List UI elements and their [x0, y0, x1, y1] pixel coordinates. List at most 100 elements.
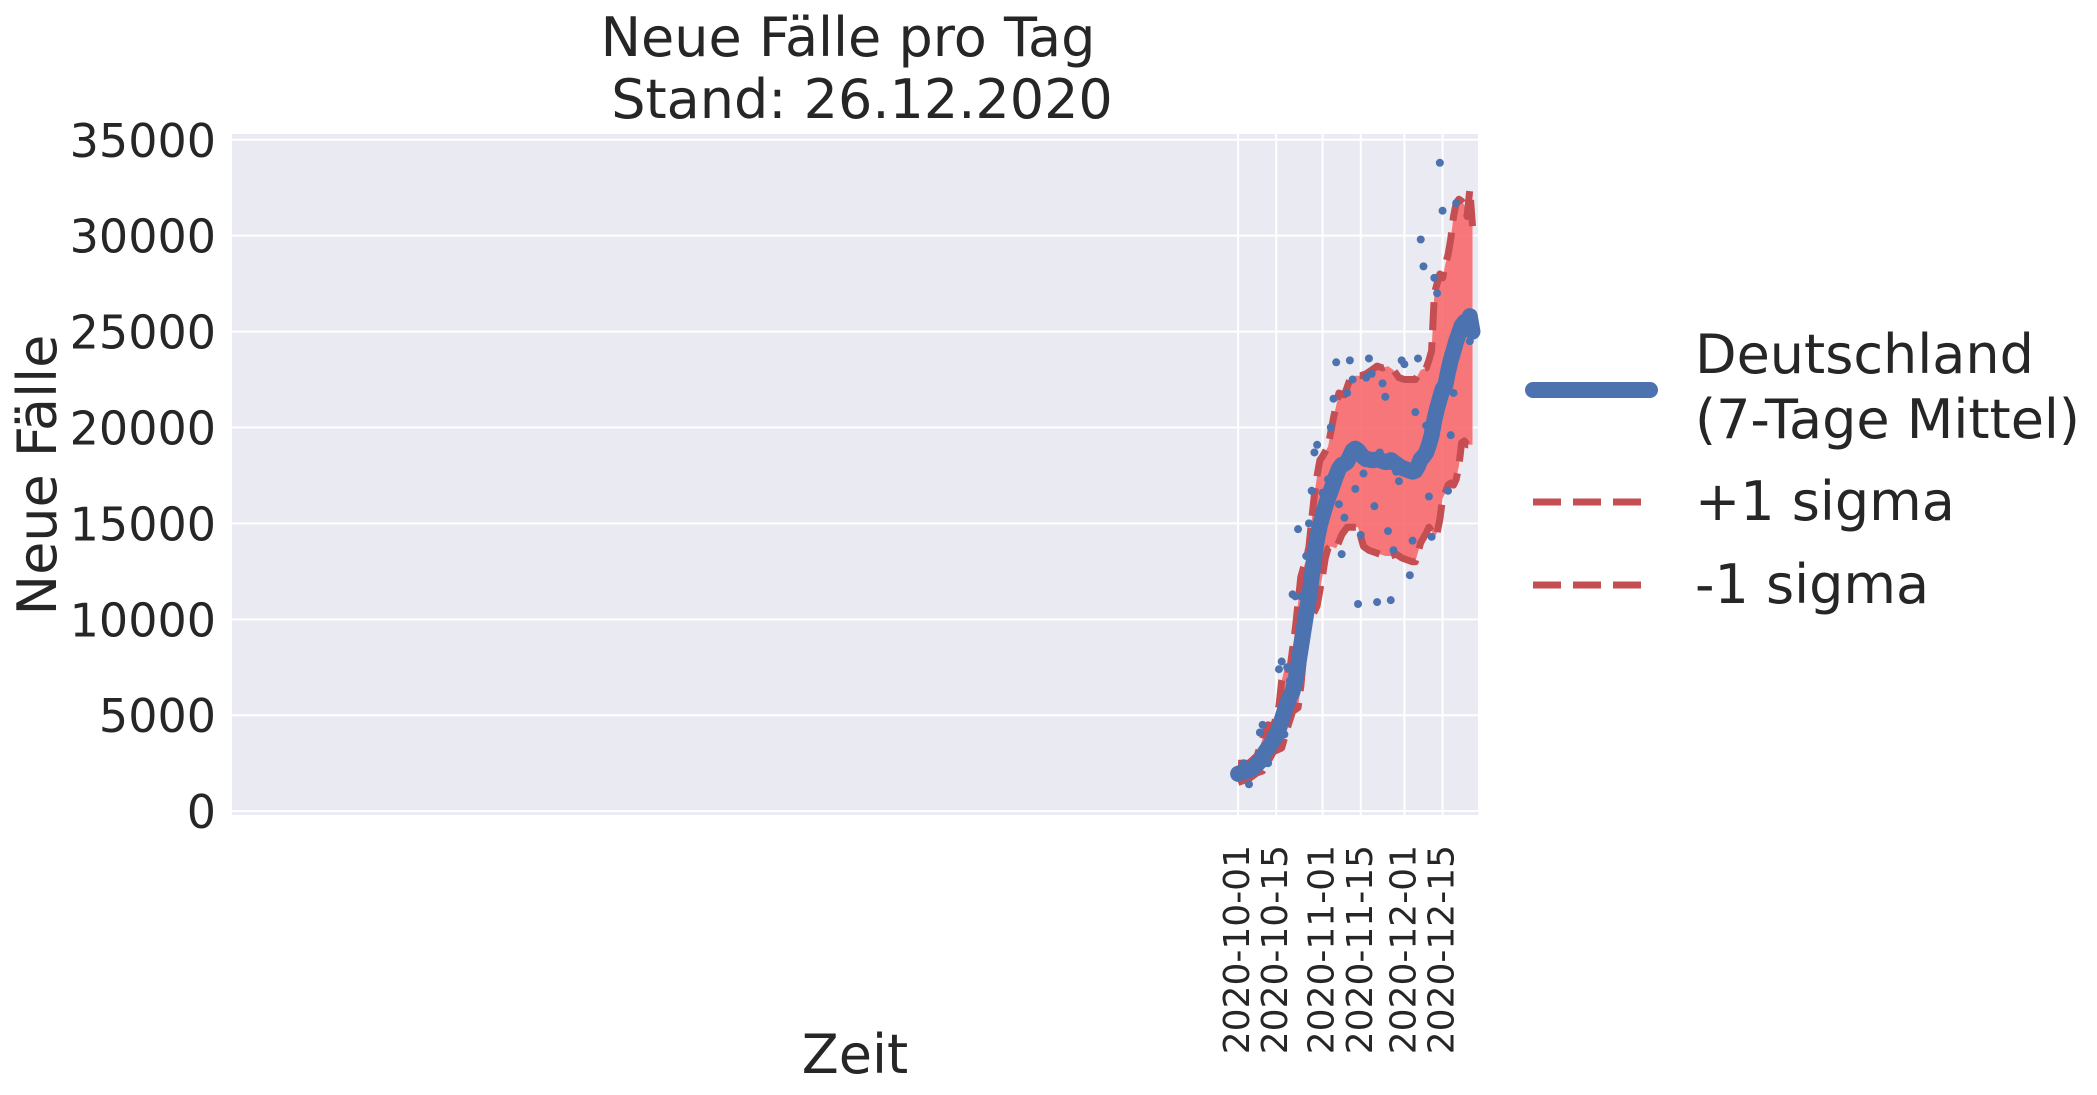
- y-tick-label: 0: [187, 785, 216, 839]
- daily-point: [1400, 360, 1409, 369]
- plot-area: [232, 134, 1478, 815]
- daily-point: [1433, 289, 1442, 298]
- daily-point: [1304, 519, 1313, 528]
- daily-point: [1345, 356, 1354, 365]
- y-tick-label: 35000: [70, 114, 216, 168]
- daily-point: [1444, 486, 1453, 495]
- legend-label: Deutschland: [1695, 323, 2034, 386]
- daily-point: [1277, 657, 1286, 666]
- y-tick-label: 25000: [70, 306, 216, 360]
- daily-points: [1234, 158, 1477, 789]
- daily-point: [1272, 722, 1281, 731]
- daily-point: [1253, 757, 1262, 766]
- daily-point: [1414, 354, 1423, 363]
- chart-title: Neue Fälle pro Tag: [601, 6, 1096, 69]
- daily-point: [1367, 369, 1376, 378]
- daily-point: [1381, 392, 1390, 401]
- daily-point: [1419, 262, 1428, 271]
- daily-point: [1244, 780, 1253, 789]
- daily-point: [1285, 676, 1294, 685]
- x-tick-label: 2020-11-15: [1340, 845, 1381, 1054]
- daily-point: [1280, 730, 1289, 739]
- daily-point: [1449, 388, 1458, 397]
- daily-point: [1364, 354, 1373, 363]
- daily-point: [1321, 511, 1330, 520]
- chart-subtitle: Stand: 26.12.2020: [611, 68, 1113, 131]
- daily-point: [1258, 720, 1267, 729]
- daily-point: [1375, 448, 1384, 457]
- daily-point: [1326, 423, 1335, 432]
- daily-point: [1452, 199, 1461, 208]
- daily-point: [1394, 477, 1403, 486]
- daily-point: [1389, 546, 1398, 555]
- daily-point: [1313, 440, 1322, 449]
- y-axis-label: Neue Fälle: [6, 335, 69, 616]
- daily-point: [1378, 379, 1387, 388]
- daily-point: [1340, 513, 1349, 522]
- daily-point: [1386, 596, 1395, 605]
- legend-label: (7-Tage Mittel): [1695, 388, 2080, 451]
- legend-label: -1 sigma: [1695, 553, 1929, 616]
- daily-point: [1334, 500, 1343, 509]
- daily-point: [1403, 465, 1412, 474]
- y-tick-label: 10000: [70, 593, 216, 647]
- x-tick-label: 2020-12-01: [1383, 845, 1424, 1054]
- daily-point: [1296, 592, 1305, 601]
- daily-point: [1370, 502, 1379, 511]
- daily-point: [1315, 534, 1324, 543]
- daily-point: [1324, 475, 1333, 484]
- daily-point: [1329, 394, 1338, 403]
- daily-point: [1264, 759, 1273, 768]
- daily-point: [1359, 469, 1368, 478]
- legend-label: +1 sigma: [1695, 470, 1955, 533]
- daily-point: [1294, 525, 1303, 534]
- daily-point: [1274, 665, 1283, 674]
- daily-point: [1441, 369, 1450, 378]
- daily-point: [1416, 235, 1425, 244]
- daily-point: [1356, 530, 1365, 539]
- legend: Deutschland(7-Tage Mittel) +1 sigma -1 sig…: [1525, 323, 2080, 616]
- daily-point: [1373, 598, 1382, 607]
- daily-point: [1310, 448, 1319, 457]
- daily-point: [1408, 536, 1417, 545]
- minus-sigma-line: [1236, 437, 1474, 786]
- daily-point: [1384, 527, 1393, 536]
- daily-point: [1435, 158, 1444, 167]
- x-axis-label: Zeit: [802, 1023, 908, 1086]
- daily-point: [1411, 408, 1420, 417]
- daily-point: [1465, 337, 1474, 346]
- daily-point: [1351, 484, 1360, 493]
- daily-point: [1438, 206, 1447, 215]
- daily-point: [1299, 640, 1308, 649]
- daily-point: [1430, 273, 1439, 282]
- daily-point: [1392, 467, 1401, 476]
- daily-point: [1427, 532, 1436, 541]
- daily-point: [1424, 492, 1433, 501]
- daily-point: [1307, 486, 1316, 495]
- x-tick-label: 2020-11-01: [1302, 845, 1343, 1054]
- y-tick-label: 30000: [70, 210, 216, 264]
- x-tick-label: 2020-12-15: [1422, 845, 1463, 1054]
- x-tick-label: 2020-10-01: [1217, 845, 1258, 1054]
- daily-point: [1348, 375, 1357, 384]
- daily-point: [1354, 599, 1363, 608]
- x-tick-label: 2020-10-15: [1255, 845, 1296, 1054]
- daily-point: [1283, 663, 1292, 672]
- y-tick-label: 5000: [99, 689, 216, 743]
- daily-point: [1343, 388, 1352, 397]
- daily-point: [1405, 571, 1414, 580]
- daily-point: [1255, 728, 1264, 737]
- daily-point: [1318, 488, 1327, 497]
- daily-point: [1422, 421, 1431, 430]
- daily-point: [1337, 550, 1346, 559]
- daily-point: [1242, 770, 1251, 779]
- y-tick-label: 20000: [70, 402, 216, 456]
- daily-point: [1468, 323, 1477, 332]
- y-tick-label: 15000: [70, 497, 216, 551]
- daily-point: [1302, 552, 1311, 561]
- y-tick-labels: 0 5000 10000 15000 20000 25000 30000 35000: [70, 114, 216, 839]
- daily-point: [1239, 759, 1248, 768]
- daily-point: [1446, 431, 1455, 440]
